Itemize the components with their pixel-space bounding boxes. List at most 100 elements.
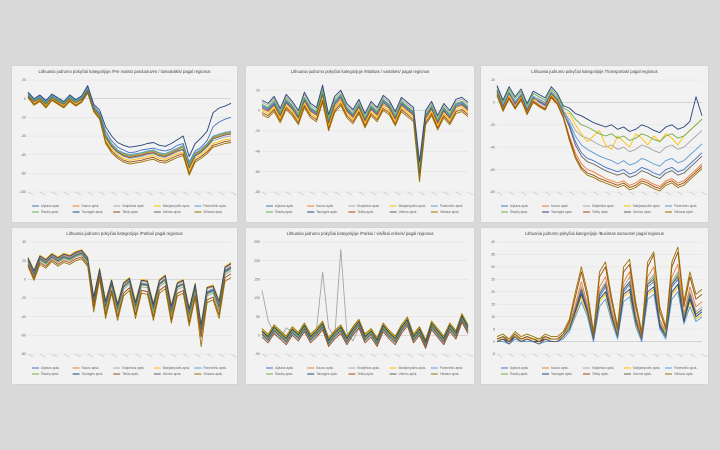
y-tick-label: -60 — [21, 334, 26, 338]
x-tick-mark — [677, 191, 684, 196]
x-tick-mark — [605, 191, 611, 196]
legend-label: Kauno apsk. — [551, 366, 569, 370]
y-tick-label: 0 — [24, 278, 26, 282]
series-line — [27, 85, 232, 157]
chart-title: Lithuania judrumo pokyčiai kategorijoje … — [286, 231, 434, 236]
legend-label: Klaipėdos apsk. — [592, 366, 615, 370]
x-tick-mark — [322, 191, 328, 196]
y-tick-label: 40 — [491, 240, 495, 244]
series-line — [27, 89, 232, 171]
legend-label: Tauragės apsk. — [316, 210, 338, 214]
legend-label: Panevėžio apsk. — [674, 366, 698, 370]
x-tick-mark — [51, 353, 58, 358]
y-tick-label: -50 — [255, 352, 260, 356]
chart-panel-3: Lithuania judrumo pokyčiai kategorijoje … — [481, 66, 708, 222]
legend-label: Vilniaus apsk. — [203, 210, 223, 214]
x-tick-mark — [206, 191, 213, 196]
chart-panel-5: Lithuania judrumo pokyčiai kategorijoje … — [246, 228, 474, 384]
y-tick-label: 20 — [22, 78, 26, 82]
y-tick-label: 40 — [22, 240, 26, 244]
x-tick-mark — [87, 191, 94, 196]
legend-label: Alytaus apsk. — [275, 204, 294, 208]
legend-label: Panevėžio apsk. — [203, 204, 227, 208]
x-tick-mark — [75, 353, 82, 358]
x-tick-mark — [159, 191, 165, 196]
legend-label: Tauragės apsk. — [316, 372, 338, 376]
legend-label: Panevėžio apsk. — [203, 366, 227, 370]
x-tick-mark — [689, 191, 696, 196]
chart-panel-2: Lithuania judrumo pokyčiai kategorijoje … — [246, 66, 474, 222]
x-tick-mark — [443, 353, 450, 358]
y-tick-label: -60 — [490, 168, 495, 172]
y-tick-label: -20 — [255, 129, 260, 133]
x-tick-mark — [532, 353, 539, 358]
x-tick-mark — [346, 353, 353, 358]
legend-label: Vilniaus apsk. — [674, 372, 694, 376]
legend-label: Šiaulių apsk. — [510, 209, 528, 214]
x-tick-mark — [273, 353, 280, 358]
legend-label: Panevėžio apsk. — [440, 204, 464, 208]
chart-panel-4: Lithuania judrumo pokyčiai kategorijoje … — [12, 228, 237, 384]
legend-label: Telšių apsk. — [357, 210, 374, 214]
x-tick-mark — [665, 353, 672, 358]
x-tick-mark — [382, 191, 389, 196]
y-tick-label: -20 — [21, 116, 26, 120]
line-chart: 250 200 150 100 50 0 -50 Alytaus apsk. Kauno aps… — [254, 240, 474, 376]
x-tick-mark — [63, 353, 70, 358]
legend-label: Klaipėdos apsk. — [122, 366, 145, 370]
x-tick-mark — [183, 191, 189, 196]
x-tick-mark — [419, 353, 425, 358]
x-tick-mark — [641, 353, 648, 358]
series-line — [261, 89, 469, 171]
series-line — [261, 101, 469, 183]
x-tick-mark — [545, 191, 551, 196]
legend-label: Kauno apsk. — [316, 366, 334, 370]
legend-label: Klaipėdos apsk. — [357, 204, 380, 208]
legend-label: Šiaulių apsk. — [275, 209, 293, 214]
series-line — [261, 313, 469, 341]
series-line — [261, 92, 469, 174]
x-tick-mark — [419, 191, 425, 196]
series-line — [27, 249, 232, 326]
chart-title: Lithuania judrumo pokyčiai kategorijoje … — [290, 69, 430, 74]
x-tick-mark — [581, 353, 587, 358]
x-tick-mark — [27, 353, 34, 358]
x-tick-mark — [677, 353, 684, 358]
x-tick-mark — [135, 191, 141, 196]
x-tick-mark — [629, 191, 636, 196]
x-tick-mark — [532, 191, 539, 196]
series-line — [27, 252, 232, 331]
line-chart: 40 20 0 -20 -40 -60 -80 Alytaus apsk. Kauno apsk… — [21, 240, 237, 376]
x-tick-mark — [557, 353, 563, 358]
series-line — [496, 246, 703, 340]
x-tick-mark — [194, 353, 201, 358]
x-tick-mark — [395, 353, 401, 358]
legend-label: Utenos apsk. — [163, 210, 182, 214]
y-tick-label: 0 — [24, 97, 26, 101]
legend-label: Marijampolės apsk. — [163, 366, 191, 370]
series-line — [496, 89, 703, 167]
x-tick-mark — [230, 191, 237, 196]
y-tick-label: -40 — [490, 145, 495, 149]
x-tick-mark — [581, 191, 587, 196]
x-tick-mark — [218, 191, 225, 196]
series-line — [496, 276, 703, 345]
x-tick-mark — [467, 191, 474, 196]
y-tick-label: 20 — [256, 88, 260, 92]
legend-label: Kauno apsk. — [82, 366, 100, 370]
legend-label: Utenos apsk. — [633, 210, 652, 214]
legend-label: Marijampolės apsk. — [399, 366, 427, 370]
y-tick-label: 25 — [491, 278, 495, 282]
series-line — [496, 93, 703, 187]
legend-label: Šiaulių apsk. — [41, 209, 59, 214]
series-line — [261, 318, 469, 346]
series-line — [261, 84, 469, 162]
series-line — [496, 92, 703, 150]
legend-label: Alytaus apsk. — [41, 204, 60, 208]
x-tick-mark — [617, 353, 623, 358]
legend-label: Utenos apsk. — [633, 372, 652, 376]
y-tick-label: 10 — [491, 315, 495, 319]
x-tick-mark — [310, 353, 316, 358]
series-line — [496, 86, 703, 143]
